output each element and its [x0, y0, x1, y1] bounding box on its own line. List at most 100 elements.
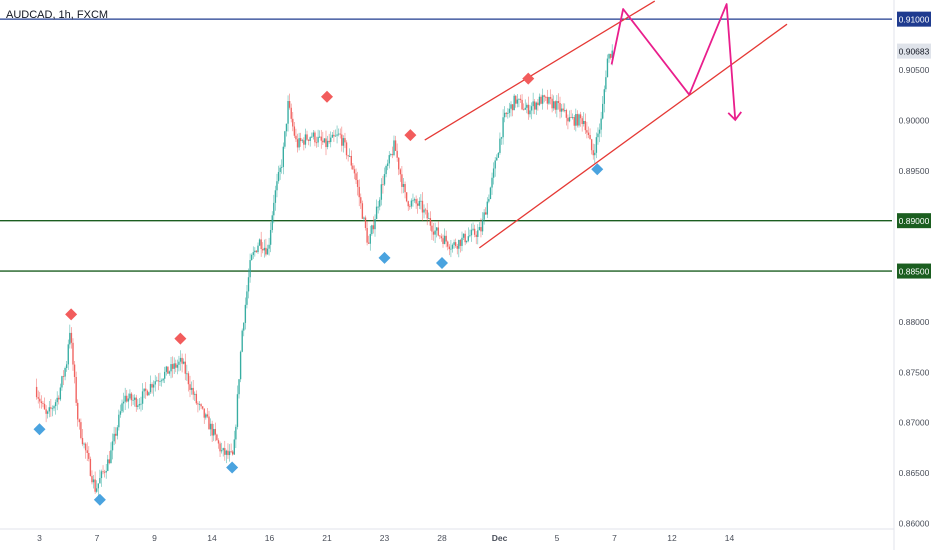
- candle-body: [250, 254, 253, 261]
- candle-body: [269, 230, 272, 245]
- candle-body: [428, 218, 430, 219]
- time-tick-label: 5: [555, 533, 560, 543]
- candle-body: [516, 99, 519, 104]
- candle-body: [132, 399, 134, 401]
- candle-body: [243, 322, 245, 331]
- candle-body: [124, 395, 126, 402]
- candle-body: [600, 118, 602, 130]
- candle-body: [360, 197, 362, 204]
- candle-body: [295, 135, 297, 140]
- channel-upper-line: [424, 0, 656, 141]
- candle-body: [152, 384, 155, 388]
- candle-body: [399, 169, 402, 175]
- candle-body: [429, 218, 432, 226]
- candle-body: [541, 95, 544, 104]
- candle-body: [149, 384, 152, 393]
- candle-body: [508, 108, 511, 113]
- level-price-tag-box: [897, 213, 931, 229]
- candle-body: [102, 471, 104, 473]
- candle-body: [532, 101, 534, 107]
- candle-body: [129, 393, 131, 399]
- candle-body: [126, 395, 128, 402]
- candle-body: [216, 434, 218, 441]
- candle-body: [559, 102, 561, 112]
- candle-body: [141, 391, 144, 404]
- candle-body: [224, 448, 226, 455]
- candle-body: [586, 130, 588, 133]
- candle-body: [325, 138, 327, 148]
- candle-body: [568, 117, 571, 122]
- candle-body: [344, 138, 346, 143]
- price-tick-label: 0.86500: [899, 468, 930, 478]
- price-projection: [610, 3, 742, 122]
- candle-body: [379, 199, 381, 207]
- candle-body: [401, 174, 403, 187]
- candle-body: [579, 114, 582, 119]
- candle-body: [170, 364, 172, 372]
- candle-body: [488, 199, 490, 202]
- candle-body: [552, 101, 555, 109]
- candle-body: [274, 190, 277, 203]
- candle-body: [296, 139, 299, 148]
- projection-arrow-head: [727, 111, 742, 122]
- candle-body: [386, 163, 389, 166]
- candle-body: [513, 95, 515, 111]
- candle-body: [189, 384, 191, 390]
- time-tick-label: 28: [437, 533, 447, 543]
- price-tick-label: 0.87500: [899, 367, 930, 377]
- candle-body: [522, 109, 525, 111]
- candle-body: [605, 77, 607, 90]
- candle-body: [454, 242, 457, 246]
- candle-body: [119, 411, 122, 415]
- candle-body: [138, 404, 141, 406]
- candle-body: [380, 184, 383, 200]
- candle-body: [249, 260, 251, 278]
- candle-body: [62, 376, 65, 377]
- candle-body: [548, 97, 550, 104]
- swing-low-marker: [436, 256, 448, 269]
- candle-body: [255, 250, 258, 253]
- candle-body: [254, 250, 256, 253]
- candle-body: [524, 107, 526, 110]
- candle-body: [421, 200, 424, 213]
- candle-body: [450, 248, 452, 250]
- candle-body: [205, 414, 207, 418]
- candle-body: [347, 155, 349, 157]
- candle-body: [227, 450, 229, 456]
- price-tick-label: 0.86000: [899, 518, 930, 528]
- candle-body: [505, 112, 507, 114]
- candle-body: [113, 433, 115, 442]
- candle-body: [363, 217, 365, 219]
- candle-body: [352, 165, 354, 170]
- candle-body: [499, 138, 501, 153]
- candle-body: [178, 361, 180, 365]
- candle-body: [103, 471, 106, 473]
- candle-body: [190, 387, 193, 390]
- candle-body: [263, 247, 266, 251]
- trend-channel: [424, 0, 788, 249]
- candle-body: [445, 235, 447, 242]
- candle-body: [564, 109, 566, 111]
- candle-body: [546, 96, 549, 104]
- candle-body: [431, 225, 433, 232]
- candle-body: [323, 138, 326, 143]
- candle-body: [478, 227, 481, 231]
- candle-body: [208, 416, 210, 430]
- candle-body: [271, 215, 273, 231]
- candle-body: [110, 450, 112, 464]
- candle-body: [107, 459, 109, 471]
- time-tick-label: 16: [265, 533, 275, 543]
- candle-body: [84, 443, 87, 451]
- time-tick-label: 7: [612, 533, 617, 543]
- candle-body: [143, 388, 145, 392]
- candle-body: [59, 387, 62, 400]
- candle-body: [279, 167, 281, 172]
- candle-body: [58, 397, 60, 400]
- candle-body: [440, 236, 443, 239]
- candle-body: [420, 200, 422, 202]
- candle-body: [214, 428, 217, 435]
- candle-body: [458, 239, 460, 249]
- candle-body: [519, 98, 522, 100]
